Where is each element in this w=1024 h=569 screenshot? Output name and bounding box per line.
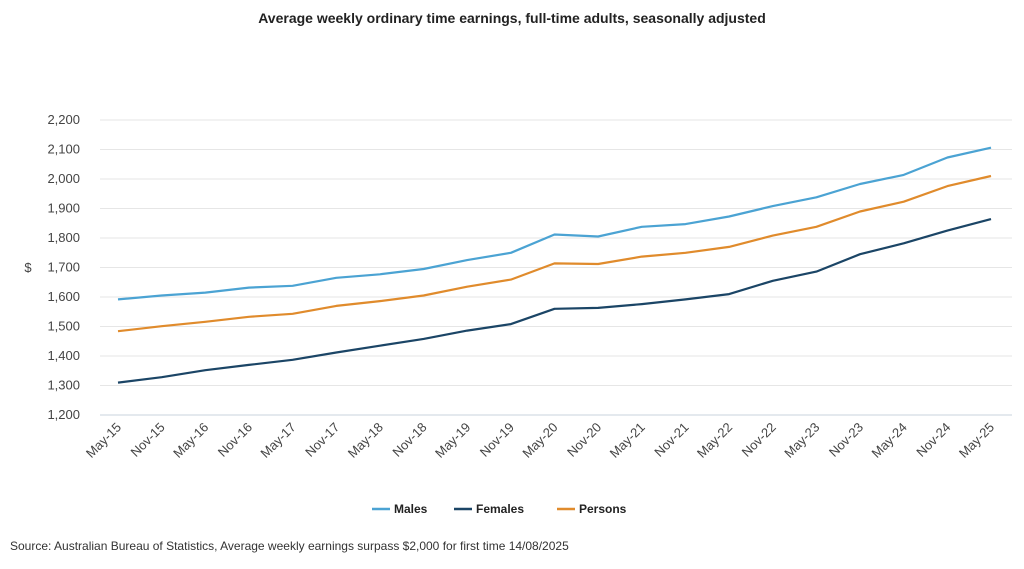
x-tick-label: Nov-19 (477, 420, 517, 460)
series-line-females (117, 218, 992, 384)
y-tick-label: 2,100 (47, 142, 80, 157)
y-tick-label: 2,000 (47, 171, 80, 186)
legend-label-males: Males (394, 502, 428, 516)
x-tick-label: May-24 (869, 420, 910, 461)
y-tick-label: 1,500 (47, 319, 80, 334)
y-tick-label: 1,900 (47, 201, 80, 216)
x-tick-label: Nov-20 (564, 420, 604, 460)
x-tick-label: May-18 (345, 420, 386, 461)
legend-label-persons: Persons (579, 502, 627, 516)
x-tick-label: Nov-16 (215, 420, 255, 460)
y-tick-label: 1,700 (47, 260, 80, 275)
x-tick-label: Nov-18 (389, 420, 429, 460)
chart-title: Average weekly ordinary time earnings, f… (258, 10, 766, 26)
x-tick-label: Nov-15 (128, 420, 168, 460)
x-tick-label: Nov-24 (913, 420, 953, 460)
y-axis-label: $ (24, 260, 32, 275)
x-tick-label: May-21 (607, 420, 648, 461)
y-tick-label: 1,200 (47, 407, 80, 422)
y-tick-label: 1,400 (47, 348, 80, 363)
x-tick-label: Nov-22 (739, 420, 779, 460)
y-tick-label: 1,800 (47, 230, 80, 245)
x-tick-label: May-15 (83, 420, 124, 461)
legend-label-females: Females (476, 502, 524, 516)
y-tick-label: 1,600 (47, 289, 80, 304)
y-tick-label: 1,300 (47, 378, 80, 393)
x-tick-label: May-17 (257, 420, 298, 461)
x-tick-label: Nov-23 (826, 420, 866, 460)
x-tick-label: May-25 (956, 420, 997, 461)
x-tick-label: May-23 (781, 420, 822, 461)
source-note: Source: Australian Bureau of Statistics,… (10, 539, 569, 553)
y-tick-label: 2,200 (47, 112, 80, 127)
x-tick-label: May-20 (519, 420, 560, 461)
x-tick-label: May-16 (170, 420, 211, 461)
x-tick-label: May-22 (694, 420, 735, 461)
x-tick-label: Nov-21 (651, 420, 691, 460)
x-tick-label: May-19 (432, 420, 473, 461)
x-tick-label: Nov-17 (302, 420, 342, 460)
series-line-males (117, 146, 992, 301)
